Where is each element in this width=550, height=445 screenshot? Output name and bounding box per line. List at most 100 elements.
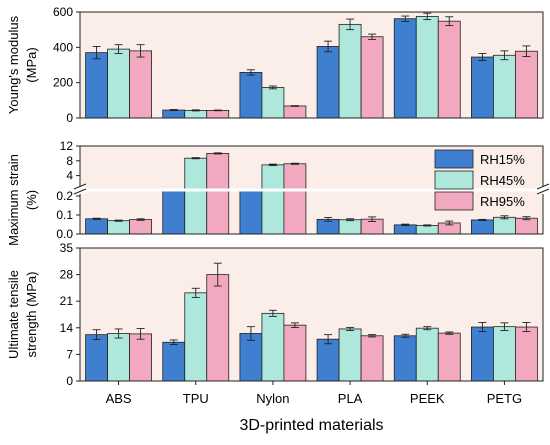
bar-p2-petg-s1: [493, 326, 516, 382]
error-bar-p2-petg-s2: [522, 322, 531, 333]
bar-p1-peek-s1: [415, 225, 439, 235]
bar-p1-petg-s0: [471, 219, 494, 235]
y-tick-label-p2-3: 21: [60, 294, 74, 308]
bar-p1-abs-s0: [85, 218, 108, 235]
panel-border-2: [79, 247, 544, 382]
error-bar-p1-peek-s0: [401, 223, 410, 227]
y-tick-label-p0-1: 200: [53, 76, 73, 90]
y-axis-title-line-0: Maximum strain: [6, 154, 21, 246]
axis-break-mask-left: [74, 186, 86, 194]
bar-p2-tpu-s1: [184, 292, 208, 382]
y-tick-label-p1-lower-1: 0.1: [56, 208, 73, 222]
axis-break-mark-0-a: [73, 183, 87, 190]
bar-p1-tpu-s1: [184, 157, 208, 235]
bar-p0-peek-s2: [437, 20, 461, 119]
error-bar-p2-pla-s0: [324, 334, 333, 345]
bar-p0-peek-s0: [393, 18, 417, 119]
y-axis-title-line-0: Young's modulus: [6, 15, 21, 114]
y-axis-title-p2: Ultimate tensile strength (MPa): [6, 270, 39, 359]
bar-p1-tpu-s2: [206, 152, 230, 235]
y-tick-label-p1-1: 8: [66, 154, 73, 168]
bar-p2-tpu-s2: [206, 274, 230, 382]
bar-p2-peek-s1: [415, 327, 439, 382]
y-tick-label-p1-lower-2: 0.2: [56, 189, 73, 203]
y-axis-title-p0: Young's modulus (MPa): [6, 15, 39, 114]
error-bar-p2-tpu-s0: [169, 339, 178, 345]
bar-p2-tpu-s0: [162, 341, 186, 382]
bar-p2-peek-s2: [437, 332, 461, 382]
axis-break-mark-1-b: [536, 188, 550, 195]
bar-p2-nylon-s1: [261, 312, 285, 382]
error-bar-p0-abs-s0: [92, 46, 101, 60]
error-bar-p0-petg-s0: [478, 53, 487, 62]
x-axis-title: 3D-printed materials: [239, 417, 383, 434]
error-bar-p1-pla-s0: [324, 217, 333, 222]
bar-p1-peek-s0: [393, 224, 417, 235]
error-bar-p2-nylon-s1: [268, 309, 277, 317]
error-bar-p2-abs-s0: [92, 329, 101, 341]
bar-p1-petg-s2: [515, 217, 538, 235]
axis-break-mark-1-a: [536, 183, 550, 190]
y-axis-title-p1: Maximum strain (%): [6, 154, 39, 246]
error-bar-p2-peek-s2: [445, 331, 454, 335]
error-bar-p1-pla-s1: [346, 218, 355, 222]
bar-p2-pla-s1: [338, 328, 362, 382]
error-bar-p1-peek-s1: [423, 224, 432, 227]
axis-break-gap: [80, 188, 543, 192]
y-tick-label-p2-0: 0: [66, 374, 73, 388]
legend-label-2: RH95%: [480, 194, 525, 209]
error-bar-p0-tpu-s1: [191, 109, 200, 112]
error-bar-p2-petg-s0: [478, 322, 487, 333]
x-tick-label-petg: PETG: [487, 391, 522, 406]
bar-p0-nylon-s2: [283, 105, 307, 119]
error-bar-p1-pla-s2: [368, 216, 377, 222]
legend-label-1: RH45%: [480, 173, 525, 188]
bar-p0-tpu-s0: [162, 109, 186, 119]
y-tick-label-p1-2: 12: [60, 139, 74, 153]
bar-p2-peek-s0: [393, 335, 417, 382]
error-bar-p2-nylon-s2: [290, 322, 299, 328]
bar-p0-abs-s0: [85, 52, 108, 119]
error-bar-p0-petg-s1: [500, 50, 509, 61]
error-bar-p1-abs-s1: [114, 219, 123, 222]
axis-break-mark-0-b: [73, 188, 87, 195]
y-axis-title-line-1: strength (MPa): [24, 272, 39, 358]
error-bar-p2-abs-s1: [114, 328, 123, 339]
error-bar-p1-abs-s0: [92, 217, 101, 220]
bar-p0-petg-s2: [515, 50, 538, 119]
error-bar-p1-tpu-s1: [191, 157, 200, 160]
y-tick-label-p2-2: 14: [60, 321, 74, 335]
bar-p0-pla-s0: [316, 46, 340, 119]
bar-p1-petg-s1: [493, 216, 516, 235]
error-bar-p1-peek-s2: [445, 220, 454, 226]
error-bar-p2-abs-s2: [136, 328, 145, 340]
y-tick-label-p2-5: 35: [60, 241, 74, 255]
legend-swatch-1: [434, 170, 474, 190]
x-tick-label-pla: PLA: [338, 391, 363, 406]
axis-break-mask-right: [537, 186, 549, 194]
bar-p0-petg-s1: [493, 54, 516, 119]
panel-background-2: [80, 248, 543, 381]
error-bar-p2-pla-s2: [368, 334, 377, 338]
error-bar-p0-tpu-s0: [169, 109, 178, 112]
error-bar-p0-tpu-s2: [213, 109, 222, 112]
y-tick-label-p0-3: 600: [53, 5, 73, 19]
error-bar-p2-petg-s1: [500, 322, 509, 331]
error-bar-p1-nylon-s1: [268, 163, 277, 167]
panel-border-0: [79, 11, 544, 119]
error-bar-p0-nylon-s2: [290, 105, 299, 107]
error-bar-p0-pla-s2: [368, 33, 377, 40]
y-axis-title-line-1: (%): [24, 190, 39, 210]
bar-p1-nylon-s1: [261, 164, 285, 235]
legend-label-0: RH15%: [480, 152, 525, 167]
bar-p2-nylon-s2: [283, 324, 307, 382]
y-tick-label-p0-2: 400: [53, 40, 73, 54]
y-tick-label-p0-0: 0: [66, 111, 73, 125]
error-bar-p0-petg-s2: [522, 45, 531, 57]
error-bar-p0-nylon-s1: [268, 85, 277, 90]
error-bar-p1-abs-s2: [136, 218, 145, 221]
error-bar-p1-petg-s1: [500, 215, 509, 220]
error-bar-p1-petg-s2: [522, 216, 531, 221]
